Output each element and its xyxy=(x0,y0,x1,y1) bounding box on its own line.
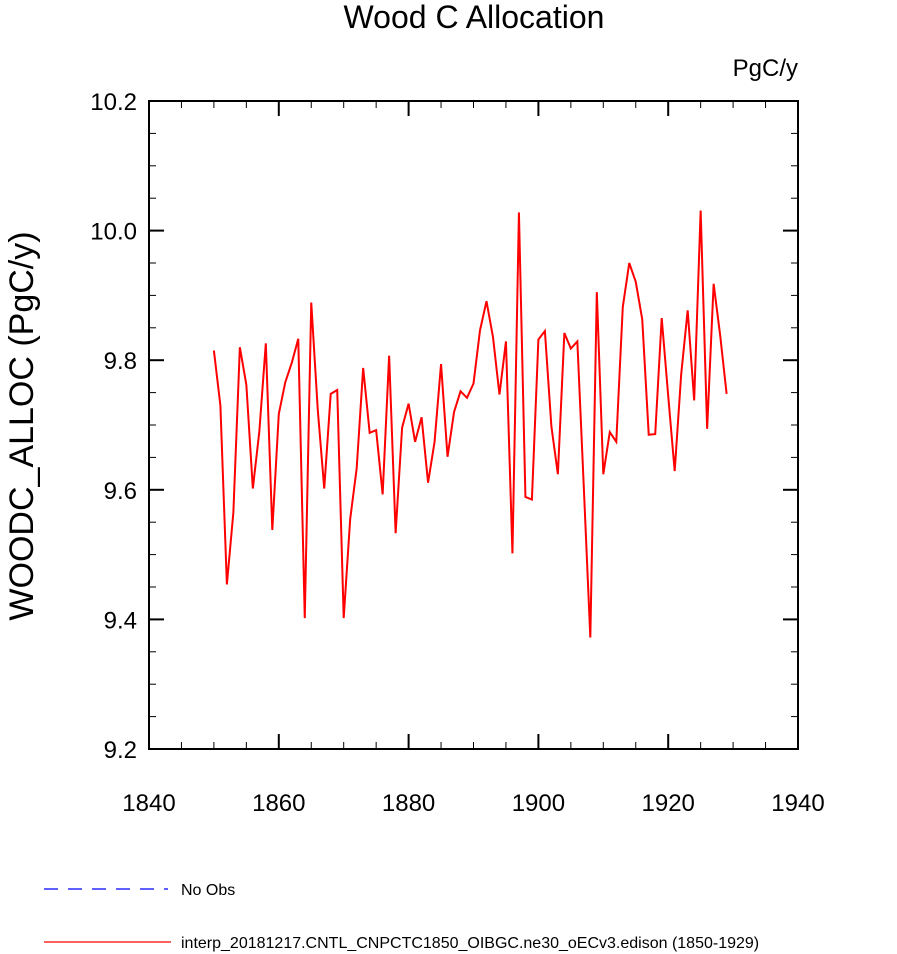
chart-title: Wood C Allocation xyxy=(344,0,605,35)
y-tick-label: 10.0 xyxy=(90,219,137,246)
x-tick-label: 1940 xyxy=(771,790,824,817)
x-tick-label: 1920 xyxy=(642,790,695,817)
units-label: PgC/y xyxy=(733,55,798,82)
y-axis-label: WOODC_ALLOC (PgC/y) xyxy=(3,231,41,620)
x-tick-label: 1900 xyxy=(512,790,565,817)
y-tick-label: 9.8 xyxy=(104,348,137,375)
y-tick-label: 9.6 xyxy=(104,478,137,505)
y-tick-label: 9.4 xyxy=(104,607,137,634)
legend: No Obs interp_20181217.CNTL_CNPCTC1850_O… xyxy=(44,882,759,952)
x-tick-label: 1880 xyxy=(382,790,435,817)
x-tick-label: 1840 xyxy=(122,790,175,817)
legend-no-obs-label: No Obs xyxy=(181,882,235,899)
minor-ticks xyxy=(149,101,798,749)
major-ticks xyxy=(148,100,799,750)
y-tick-labels: 9.2 9.4 9.6 9.8 10.0 10.2 xyxy=(90,89,137,764)
series-layer xyxy=(212,210,728,638)
legend-model-label: interp_20181217.CNTL_CNPCTC1850_OIBGC.ne… xyxy=(181,935,759,952)
plot-frame xyxy=(148,100,799,750)
x-tick-labels: 1840 1860 1880 1900 1920 1940 xyxy=(122,790,824,817)
series-line xyxy=(212,210,728,638)
y-tick-label: 10.2 xyxy=(90,89,137,116)
y-tick-label: 9.2 xyxy=(104,737,137,764)
x-tick-label: 1860 xyxy=(252,790,305,817)
